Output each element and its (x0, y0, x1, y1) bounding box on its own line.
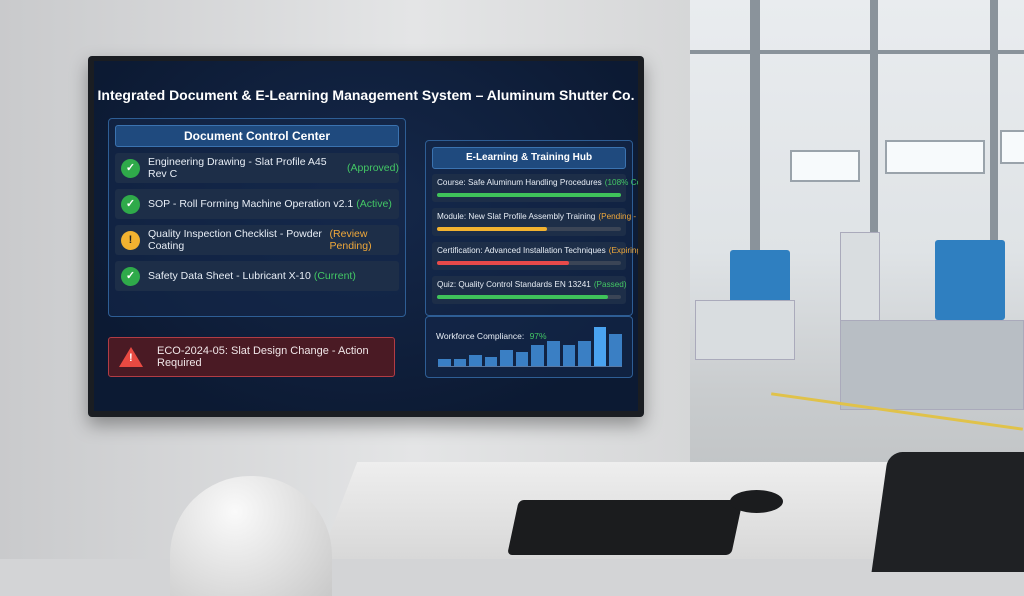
document-label: SOP - Roll Forming Machine Operation v2.… (148, 198, 354, 210)
training-item[interactable]: Course: Safe Aluminum Handling Procedure… (432, 174, 638, 202)
document-item[interactable]: ✓ Safety Data Sheet - Lubricant X-10 (Curr… (115, 261, 399, 291)
wall-monitor: Integrated Document & E-Learning Managem… (88, 56, 644, 417)
document-label: Quality Inspection Checklist - Powder Co… (148, 228, 322, 252)
chart-bar (562, 345, 576, 366)
document-control-header: Document Control Center (115, 125, 399, 147)
progress-bar (437, 295, 621, 299)
chart-bar (453, 359, 467, 366)
document-item[interactable]: ! Quality Inspection Checklist - Powder C… (115, 225, 399, 255)
check-icon: ✓ (121, 194, 140, 214)
check-icon: ✓ (121, 266, 140, 286)
elearning-header: E-Learning & Training Hub (432, 147, 626, 169)
alert-text: ECO-2024-05: Slat Design Change - Action… (157, 345, 369, 369)
progress-bar (437, 193, 621, 197)
document-control-panel: Document Control Center ✓ Engineering Dra… (108, 118, 406, 317)
system-title: Integrated Document & E-Learning Managem… (97, 87, 635, 103)
compliance-label: Workforce Compliance: (436, 331, 525, 341)
office-chair (871, 452, 1024, 572)
warning-triangle-icon: ! (119, 347, 143, 367)
chart-bar (593, 327, 607, 366)
training-status: (Pending - Due 10/25) (598, 212, 638, 221)
training-item[interactable]: Certification: Advanced Installation Tec… (432, 242, 638, 270)
elearning-panel: E-Learning & Training Hub Course: Safe A… (425, 140, 638, 316)
document-status: (Active) (356, 198, 392, 210)
training-label: Module: New Slat Profile Assembly Traini… (437, 212, 596, 221)
chart-bar (469, 354, 482, 366)
chart-bar (515, 352, 529, 366)
training-item[interactable]: Module: New Slat Profile Assembly Traini… (432, 208, 638, 236)
document-label: Engineering Drawing - Slat Profile A45 R… (148, 156, 327, 180)
compliance-panel: Workforce Compliance: 97% (425, 316, 633, 378)
training-label: Quiz: Quality Control Standards EN 13241 (437, 280, 591, 289)
progress-bar (437, 227, 621, 231)
progress-bar (437, 261, 621, 265)
document-status: (Review Pending) (329, 228, 372, 252)
compliance-chart (438, 327, 622, 367)
chart-bar (578, 340, 591, 366)
document-item[interactable]: ✓ Engineering Drawing - Slat Profile A45 … (115, 153, 399, 183)
document-label: Safety Data Sheet - Lubricant X-10 (148, 270, 311, 282)
training-status: (108% Complete) (604, 178, 638, 187)
chart-bar (609, 333, 622, 366)
keyboard (507, 500, 743, 555)
compliance-value: 97% (529, 331, 547, 341)
check-icon: ✓ (121, 158, 140, 178)
training-status: (Passed) (593, 280, 627, 289)
document-item[interactable]: ✓ SOP - Roll Forming Machine Operation v2… (115, 189, 399, 219)
chart-bar (438, 359, 451, 366)
chart-bar (547, 340, 560, 366)
training-status: (Expiring Soon) (608, 246, 638, 255)
dashboard-screen: Integrated Document & E-Learning Managem… (94, 61, 638, 411)
document-status: (Current) (313, 270, 356, 282)
training-item[interactable]: Quiz: Quality Control Standards EN 13241… (432, 276, 627, 304)
training-label: Course: Safe Aluminum Handling Procedure… (437, 178, 602, 187)
warning-icon: ! (121, 230, 140, 250)
chart-bar (484, 356, 498, 366)
eco-alert[interactable]: ! ECO-2024-05: Slat Design Change - Acti… (108, 337, 395, 377)
chart-bar (531, 345, 545, 366)
training-label: Certification: Advanced Installation Tec… (437, 246, 606, 255)
document-status: (Approved) (347, 162, 399, 174)
mouse (730, 490, 783, 513)
chart-bar (500, 349, 513, 366)
